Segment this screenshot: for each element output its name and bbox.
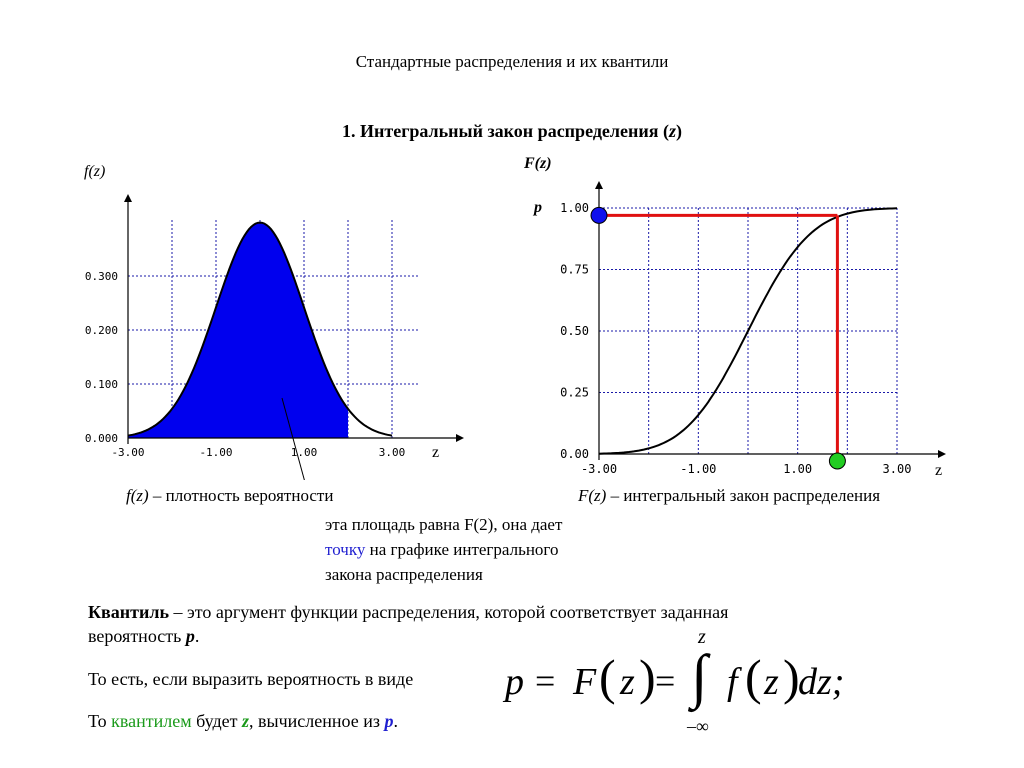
definition-text-2: вероятность xyxy=(88,626,186,646)
cdf-x-tick-0: -3.00 xyxy=(581,462,617,476)
formula-paren-close-2: ) xyxy=(783,649,800,705)
density-tick-labels: -3.00 -1.00 1.00 3.00 0.000 0.100 0.200 0.300 xyxy=(85,270,405,459)
annotation-pointer xyxy=(281,397,305,480)
annotation-line-1: эта площадь равна F(2), она дает xyxy=(325,515,563,534)
density-curve xyxy=(127,221,393,437)
left-y-axis-label: f(z) xyxy=(84,163,106,180)
section-number: 1. xyxy=(341,121,356,141)
formula-F: F xyxy=(573,661,597,703)
conclusion-dot: . xyxy=(393,711,399,731)
section-heading: 1. Интегральный закон распределения (z) xyxy=(0,121,1024,142)
formula-paren-close-1: ) xyxy=(639,649,656,705)
definition-p: p xyxy=(185,626,195,646)
density-x-tick-2: 1.00 xyxy=(291,446,318,459)
density-caption-func: f(z) xyxy=(126,486,149,505)
marker-points xyxy=(590,206,846,470)
annotation-line-2: точку на графике интегрального xyxy=(325,537,562,562)
cdf-x-tick-1: -1.00 xyxy=(680,462,716,476)
cdf-caption-func: F(z) xyxy=(578,486,607,505)
density-y-tick-1: 0.100 xyxy=(85,378,118,391)
conclusion-comma: , вычисленное из xyxy=(249,711,385,731)
density-y-tick-2: 0.200 xyxy=(85,324,118,337)
cdf-y-tick-4: 1.00 xyxy=(560,201,589,215)
section-var-close: ) xyxy=(676,121,682,141)
density-x-tick-0: -3.00 xyxy=(111,446,144,459)
density-y-tick-0: 0.000 xyxy=(85,432,118,445)
annotation-line-3: закона распределения xyxy=(325,565,483,584)
density-chart: -3.00 -1.00 1.00 3.00 0.000 0.100 0.200 0.300 xyxy=(85,194,464,480)
p-label: p xyxy=(534,199,542,216)
left-x-axis-label: z xyxy=(432,444,440,461)
page-title: Стандартные распределения и их квантили xyxy=(355,52,669,71)
cdf-y-tick-1: 0.25 xyxy=(560,386,589,400)
density-y-arrow-icon xyxy=(124,194,132,202)
formula-paren-open-2: ( xyxy=(745,649,762,705)
density-caption-text: – плотность вероятности xyxy=(148,486,334,505)
quantile-point xyxy=(828,452,846,470)
density-axes xyxy=(124,194,464,444)
annotation-line-2-rest: на графике интегрального xyxy=(365,540,559,559)
density-y-tick-3: 0.300 xyxy=(85,270,118,283)
conclusion-prefix: То xyxy=(88,711,112,731)
cdf-axes xyxy=(595,181,946,460)
definition-text: – это аргумент функции распределения, ко… xyxy=(168,602,729,622)
cdf-y-tick-0: 0.00 xyxy=(560,447,589,461)
cdf-y-arrow-icon xyxy=(595,181,603,189)
quantile-lines xyxy=(599,213,839,454)
formula-dz: dz; xyxy=(798,661,845,703)
formula-upper-limit: z xyxy=(698,626,706,648)
integral-formula: p = F ( z ) = z ∫ –∞ f ( z ) dz; xyxy=(505,626,865,738)
formula-z-1: z xyxy=(620,661,635,703)
cdf-y-tick-3: 0.75 xyxy=(560,263,589,277)
cdf-curve xyxy=(598,207,898,455)
cdf-y-tick-2: 0.50 xyxy=(560,324,589,338)
annotation-highlight-word: точку xyxy=(325,540,366,559)
definition-term: Квантиль xyxy=(88,602,169,622)
formula-eq-1: = xyxy=(535,661,556,701)
conclusion-middle: будет xyxy=(191,711,243,731)
conclusion-quantile-word: квантилем xyxy=(111,711,192,731)
conclusion-paragraph: То квантилем будет z, вычисленное из p. xyxy=(88,709,398,733)
density-x-tick-3: 3.00 xyxy=(379,446,406,459)
right-y-axis-label: F(z) xyxy=(524,155,552,172)
density-x-tick-1: -1.00 xyxy=(199,446,232,459)
definition-dot: . xyxy=(194,626,200,646)
formula-f: f xyxy=(727,661,738,703)
conclusion-p: p xyxy=(384,711,394,731)
statement-text: То есть, если выразить вероятность в вид… xyxy=(88,669,414,689)
cdf-chart: -3.00 -1.00 1.00 3.00 0.00 0.25 0.50 0.75 1.00 xyxy=(560,181,946,476)
formula-p: p xyxy=(505,661,524,703)
integral-sign-icon: ∫ xyxy=(691,643,708,709)
section-var: z xyxy=(668,121,676,141)
section-text: Интегральный закон распределения xyxy=(359,121,659,141)
cdf-tick-labels: -3.00 -1.00 1.00 3.00 0.00 0.25 0.50 0.75 1.00 xyxy=(560,201,911,476)
cdf-x-tick-3: 3.00 xyxy=(883,462,912,476)
formula-paren-open-1: ( xyxy=(599,649,616,705)
probability-point xyxy=(590,206,608,224)
right-x-axis-label: z xyxy=(935,462,943,479)
cdf-caption: F(z) – интегральный закон распределения xyxy=(578,486,880,506)
cdf-x-tick-2: 1.00 xyxy=(783,462,812,476)
density-caption: f(z) – плотность вероятности xyxy=(126,486,333,506)
conclusion-z: z xyxy=(242,711,250,731)
formula-eq-2: = xyxy=(655,661,676,701)
cdf-caption-text: – интегральный закон распределения xyxy=(606,486,881,505)
section-var-open: ( xyxy=(662,121,669,141)
cdf-x-arrow-icon xyxy=(938,450,946,458)
definition-paragraph: Квантиль – это аргумент функции распреде… xyxy=(88,600,988,648)
formula-z-2: z xyxy=(764,661,779,703)
formula-lower-limit: –∞ xyxy=(687,716,709,736)
density-x-arrow-icon xyxy=(456,434,464,442)
area-annotation: эта площадь равна F(2), она дает точку н… xyxy=(325,512,562,587)
